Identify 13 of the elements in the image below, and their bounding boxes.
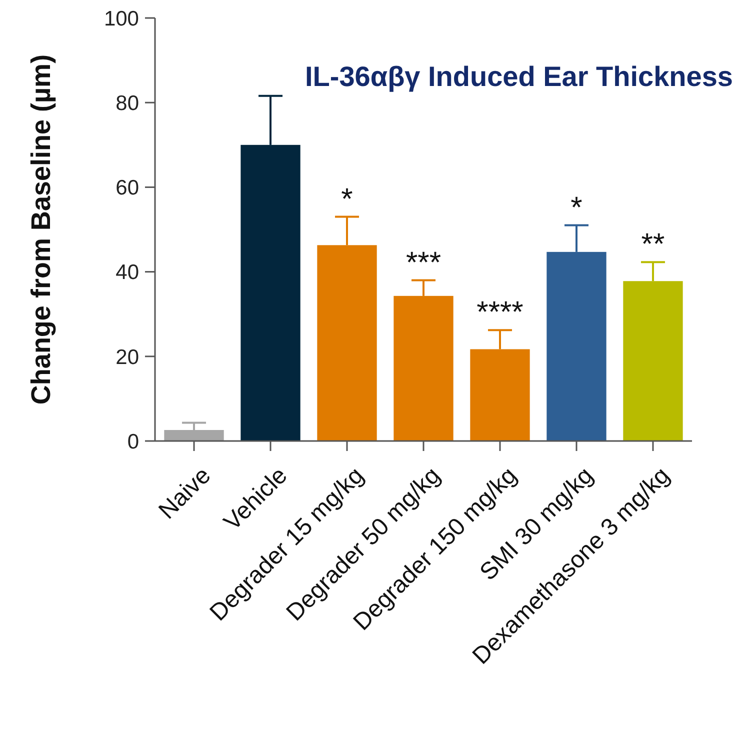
text: IL-36αβγ Induced Ear Thickness	[305, 61, 733, 92]
y-tick-label: 80	[116, 92, 139, 115]
annotation: ***	[406, 246, 442, 280]
y-tick-label: 20	[116, 346, 139, 369]
y-tick-label: 60	[116, 176, 139, 200]
y-tick-label: 100	[104, 7, 139, 30]
y-tick-label: 0	[127, 430, 139, 454]
annotation: **	[641, 228, 665, 262]
y-tick-label: 40	[116, 261, 139, 284]
annotation: ****	[476, 296, 524, 330]
annotation: *	[570, 191, 583, 224]
y-axis-title: Change from Baseline (µm)	[26, 54, 56, 405]
annotation: *	[341, 182, 354, 216]
